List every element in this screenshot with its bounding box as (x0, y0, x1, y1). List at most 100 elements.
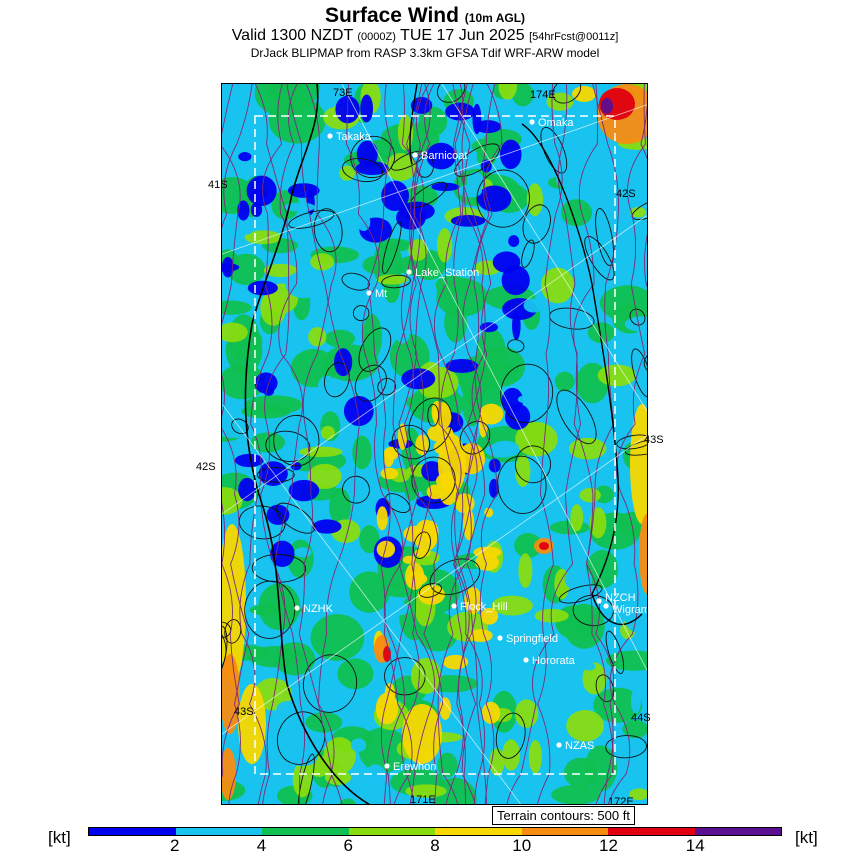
terrain-contour (476, 169, 530, 228)
lat-label-43s-right: 43S (644, 434, 664, 446)
place-label-wigram: Wigram (612, 604, 648, 616)
place-marker-omaka (529, 119, 535, 125)
wind-speed-patch (350, 738, 367, 753)
chart-title: Surface Wind (10m AGL) (0, 4, 850, 28)
place-marker-mt (366, 290, 372, 296)
place-label-springfield: Springfield (506, 633, 558, 645)
wind-speed-patch (320, 425, 335, 440)
wind-speed-patch (511, 84, 534, 107)
wind-speed-patch (399, 201, 435, 221)
wind-speed-patch (630, 207, 647, 218)
wind-speed-patch (308, 327, 327, 347)
terrain-contour (514, 445, 551, 484)
model-line: DrJack BLIPMAP from RASP 3.3km GFSA Tdif… (250, 46, 600, 60)
wind-map[interactable]: Takaka Omaka Barnicoat Lake_Station Mt NZHK Fl… (221, 83, 648, 805)
wind-speed-patch (276, 701, 299, 717)
wind-speed-patch (473, 546, 502, 559)
wind-speed-patch (508, 235, 520, 247)
valid-z: (0000Z) (357, 31, 396, 43)
terrain-contour (497, 455, 547, 514)
place-label-takaka: Takaka (336, 131, 372, 143)
terrain-contour (552, 84, 582, 104)
streamline (453, 84, 486, 804)
wind-speed-patch (381, 180, 409, 211)
place-marker-flock_hill (451, 603, 457, 609)
place-label-lake_station: Lake_Station (415, 267, 479, 279)
terrain-contour (297, 753, 315, 804)
wind-speed-patch (568, 437, 607, 460)
wind-streamlines (222, 84, 647, 804)
wind-speed-patch (491, 595, 533, 616)
wind-speed-patch (475, 554, 499, 571)
graticule-line (222, 104, 647, 255)
wind-speed-patch (271, 190, 300, 220)
wind-speed-patch (415, 434, 429, 456)
wind-field: Takaka Omaka Barnicoat Lake_Station Mt NZHK Fl… (222, 84, 648, 804)
streamline (445, 84, 503, 804)
wind-speed-patch (526, 183, 544, 217)
wind-speed-patch (401, 368, 436, 390)
streamline (239, 84, 283, 804)
wind-speed-patch (423, 520, 439, 544)
wind-speed-patch (263, 263, 298, 278)
wind-speed-patch (333, 348, 353, 377)
wind-speed-patch (222, 300, 252, 315)
wind-speed-patch (484, 507, 494, 518)
lat-label-42s-right: 42S (616, 188, 636, 200)
wind-speed-patch (222, 256, 234, 278)
terrain-contour (385, 493, 411, 513)
legend-tick-12: 12 (599, 836, 618, 855)
wind-speed-patch (554, 371, 575, 392)
wind-speed-patch (343, 395, 374, 427)
wind-speed-patch (579, 488, 601, 503)
place-marker-nzas (556, 742, 562, 748)
place-marker-takaka (327, 133, 333, 139)
streamline (536, 84, 563, 804)
wind-speed-patch (323, 737, 356, 775)
valid-time-line: Valid 1300 NZDT (0000Z) TUE 17 Jun 2025 … (0, 27, 850, 45)
color-bin-4 (435, 828, 522, 835)
streamline (274, 84, 306, 804)
legend-tick-8: 8 (430, 836, 440, 855)
terrain-contour (631, 348, 647, 398)
forecast-info: [54hrFcst@0011z] (529, 31, 619, 43)
wind-speed-patch (528, 740, 542, 774)
wind-speed-patch (317, 375, 337, 397)
wind-speed-patch (405, 784, 447, 798)
color-bin-2 (262, 828, 349, 835)
inner-domain-box (254, 115, 616, 775)
lon-label-173e: 73E (333, 87, 353, 99)
wind-speed-patch (287, 749, 318, 767)
wind-speed-patch (492, 251, 521, 273)
wind-speed-patch (491, 440, 519, 454)
wind-speed-patch (570, 504, 584, 532)
valid-date: TUE 17 Jun 2025 (400, 27, 525, 44)
terrain-contour (222, 625, 228, 684)
legend-tick-14: 14 (685, 836, 705, 855)
wind-speed-patch (402, 555, 416, 564)
place-marker-lake_station (406, 269, 412, 275)
terrain-contour (408, 397, 453, 452)
terrain-contour (629, 308, 646, 326)
terrain-contour (459, 420, 491, 455)
wind-speed-patch (445, 102, 475, 121)
color-bin-1 (175, 828, 262, 835)
title-main: Surface Wind (324, 4, 459, 27)
streamline (398, 84, 436, 804)
terrain-contour (549, 307, 595, 330)
wind-speed-patch (445, 359, 479, 373)
streamline (573, 84, 614, 804)
wind-speed-patch (437, 228, 453, 263)
wind-speed-patch (514, 699, 539, 728)
color-bin-5 (521, 828, 608, 835)
wind-speed-patch (480, 607, 499, 625)
legend-tick-10: 10 (512, 836, 532, 855)
terrain-contour (540, 126, 568, 174)
wind-speed-patch (639, 514, 647, 594)
terrain-contour (342, 475, 370, 504)
terrain-contour (624, 437, 647, 456)
wind-speed-patch (310, 614, 365, 661)
place-label-hororata: Hororata (532, 655, 576, 667)
terrain-contour (381, 274, 411, 289)
place-label-flock_hill: Flock_Hill (460, 601, 508, 613)
